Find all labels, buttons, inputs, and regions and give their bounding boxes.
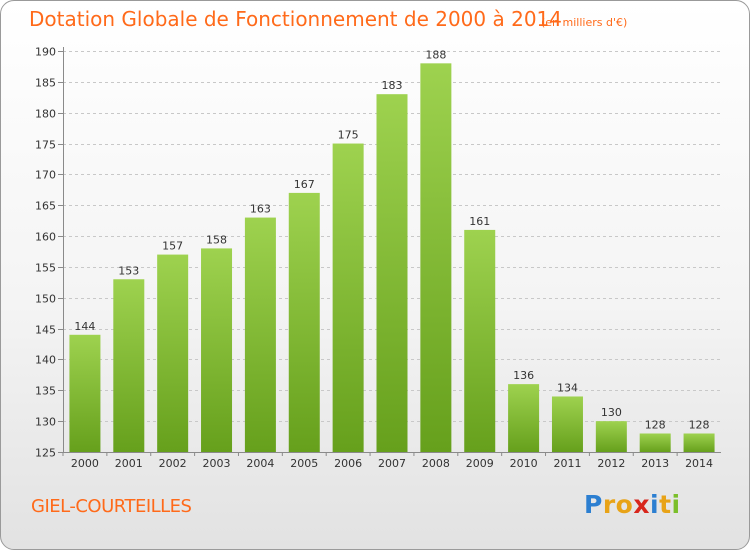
data-label: 128	[645, 418, 666, 431]
bar-2014	[683, 433, 715, 452]
bar-chart: 125 130 135 140 145 150 155 160 165 170 175 180 185 1…	[35, 46, 721, 470]
chart-title: Dotation Globale de Fonctionnement de 20…	[29, 7, 562, 31]
bar-2010	[508, 384, 540, 452]
bar-2005	[288, 192, 320, 452]
y-tick-label: 135	[35, 385, 56, 398]
y-tick-label: 170	[35, 169, 56, 182]
bar-2002	[157, 254, 189, 452]
x-tick-label: 2000	[71, 457, 99, 470]
bar-2000	[69, 334, 101, 452]
x-tick-label: 2001	[115, 457, 143, 470]
y-tick-label: 155	[35, 262, 56, 275]
y-tick-label: 185	[35, 77, 56, 90]
data-label: 161	[469, 215, 490, 228]
logo-letter: x	[633, 490, 650, 519]
y-tick-label: 125	[35, 447, 56, 460]
logo-letter: i	[650, 490, 660, 519]
logo-letter: i	[671, 490, 681, 519]
data-label: 188	[425, 48, 446, 61]
bar-2004	[244, 217, 276, 452]
data-label: 167	[294, 178, 315, 191]
logo-letter: o	[615, 490, 634, 519]
data-label: 163	[250, 203, 271, 216]
axes: 125 130 135 140 145 150 155 160 165 170 175 180 185 1…	[35, 46, 721, 470]
x-tick-label: 2002	[159, 457, 187, 470]
chart-subtitle: (en milliers d'€)	[541, 16, 628, 29]
y-tick-label: 130	[35, 416, 56, 429]
x-tick-label: 2008	[422, 457, 450, 470]
bar-2001	[113, 279, 145, 452]
data-label: 175	[338, 129, 359, 142]
bar-2008	[420, 63, 452, 452]
bar-2009	[464, 229, 496, 452]
x-tick-label: 2007	[378, 457, 406, 470]
data-label: 158	[206, 233, 227, 246]
data-label: 157	[162, 240, 183, 253]
x-tick-label: 2012	[597, 457, 625, 470]
data-label: 130	[601, 406, 622, 419]
x-tick-label: 2003	[203, 457, 231, 470]
y-tick-label: 180	[35, 108, 56, 121]
logo-letter: P	[584, 490, 603, 519]
x-tick-label: 2009	[466, 457, 494, 470]
proxiti-logo[interactable]: Proxiti	[584, 490, 681, 519]
commune-name: GIEL-COURTEILLES	[31, 496, 192, 517]
x-tick-label: 2014	[685, 457, 713, 470]
x-tick-label: 2006	[334, 457, 362, 470]
data-label: 183	[382, 79, 403, 92]
bar-2003	[201, 248, 233, 452]
y-tick-label: 175	[35, 139, 56, 152]
bar-2011	[551, 396, 583, 452]
bar-2006	[332, 143, 364, 453]
bars	[69, 63, 715, 453]
y-tick-label: 190	[35, 46, 56, 59]
x-tick-label: 2010	[510, 457, 538, 470]
x-tick-label: 2004	[246, 457, 274, 470]
data-labels: 144 153 157 158 163 167 175 183 188 161 136 134 130 1…	[74, 48, 709, 431]
y-tick-label: 140	[35, 354, 56, 367]
data-label: 136	[513, 369, 534, 382]
x-tick-label: 2013	[641, 457, 669, 470]
y-tick-label: 145	[35, 324, 56, 337]
data-label: 144	[74, 320, 95, 333]
bar-2013	[639, 433, 671, 452]
x-tick-label: 2011	[553, 457, 581, 470]
y-tick-label: 150	[35, 293, 56, 306]
bar-2012	[595, 421, 627, 452]
y-tick-label: 165	[35, 200, 56, 213]
y-tick-label: 160	[35, 231, 56, 244]
data-label: 153	[118, 264, 139, 277]
data-label: 128	[689, 418, 710, 431]
data-label: 134	[557, 381, 578, 394]
logo-letter: t	[659, 490, 672, 519]
logo-letter: r	[602, 490, 616, 519]
bar-2007	[376, 94, 408, 452]
x-tick-label: 2005	[290, 457, 318, 470]
